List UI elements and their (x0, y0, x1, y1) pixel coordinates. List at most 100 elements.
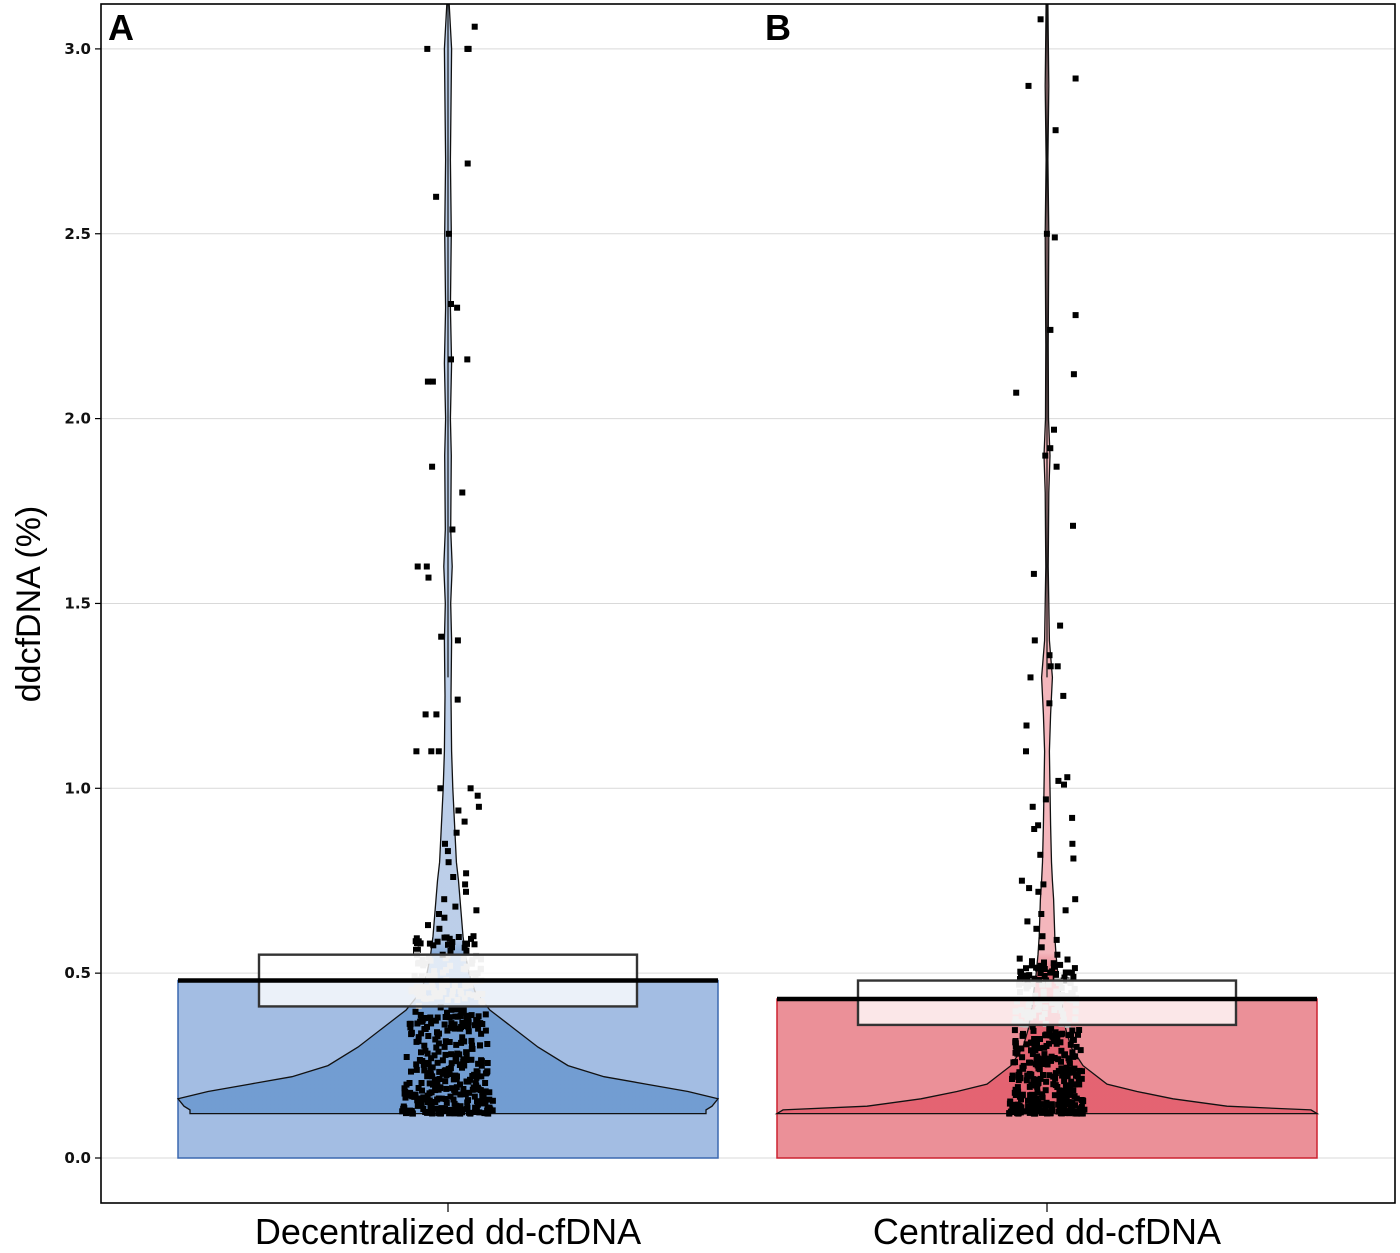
data-point (417, 1011, 424, 1018)
data-point (1018, 877, 1025, 884)
data-point (1051, 234, 1058, 241)
data-point (1064, 1073, 1071, 1080)
data-point (1006, 1100, 1013, 1107)
data-point (1069, 1108, 1076, 1115)
data-point (403, 1054, 410, 1060)
data-point (452, 1072, 459, 1079)
data-point (1047, 1102, 1054, 1109)
data-point (1040, 1061, 1047, 1067)
data-point (1070, 1053, 1077, 1060)
data-point (450, 1076, 457, 1083)
data-point (439, 1108, 445, 1115)
data-point (1047, 663, 1054, 670)
data-point (1061, 1068, 1068, 1075)
data-point (428, 1020, 435, 1027)
data-point (448, 301, 454, 307)
data-point (1064, 956, 1071, 963)
data-point (1061, 1078, 1068, 1085)
data-point (430, 1081, 436, 1088)
data-point (1043, 1043, 1050, 1049)
data-point (424, 45, 431, 52)
data-point (442, 1096, 449, 1102)
data-point (1018, 1104, 1025, 1111)
data-point (1015, 1088, 1022, 1095)
data-point (441, 896, 448, 903)
data-point (1019, 1092, 1026, 1099)
data-point (432, 1017, 439, 1024)
data-point (475, 1013, 482, 1020)
data-point (1053, 936, 1060, 943)
data-point (1072, 75, 1079, 82)
data-point (414, 563, 421, 570)
data-point (486, 1096, 493, 1103)
data-point (1071, 965, 1078, 972)
y-tick-label: 1.5 (64, 594, 91, 612)
data-point (1016, 955, 1023, 962)
y-axis: 0.0 0.5 1.0 1.5 2.0 2.5 3.0 (64, 40, 101, 1167)
data-point (1073, 1095, 1080, 1102)
data-point (436, 1068, 443, 1075)
data-point (418, 1080, 425, 1086)
data-point (1061, 974, 1068, 981)
data-point (434, 938, 441, 945)
data-point (432, 1099, 439, 1105)
data-point (424, 1092, 431, 1099)
data-point (1030, 570, 1037, 577)
data-point (478, 1073, 485, 1080)
data-point (462, 881, 469, 888)
data-point (407, 1024, 414, 1031)
data-point (446, 935, 453, 942)
data-point (1025, 1097, 1031, 1104)
data-point (432, 1087, 439, 1094)
data-point (465, 1097, 471, 1104)
data-point (450, 1096, 457, 1103)
data-point (1052, 1029, 1059, 1036)
data-point (420, 1061, 427, 1068)
data-point (489, 1097, 496, 1104)
data-point (1067, 1066, 1074, 1073)
data-point (457, 1103, 464, 1110)
y-axis-label: ddcfDNA (%) (10, 506, 48, 703)
data-point (1019, 1054, 1026, 1061)
data-point (482, 1011, 489, 1018)
data-point (482, 1080, 489, 1086)
data-point (481, 1100, 487, 1107)
data-point (479, 1089, 486, 1096)
data-point (469, 1045, 476, 1052)
data-point (1057, 1091, 1063, 1098)
data-point (1043, 1078, 1050, 1085)
data-point (1025, 82, 1032, 89)
data-point (1070, 973, 1077, 980)
data-point (471, 941, 478, 948)
data-point (444, 1106, 451, 1113)
data-point (472, 1104, 479, 1111)
data-point (1061, 781, 1067, 788)
data-point (401, 1090, 408, 1097)
data-point (1046, 652, 1053, 659)
data-point (1047, 445, 1054, 452)
data-point (433, 1044, 440, 1051)
data-point (449, 1085, 456, 1092)
data-point (1050, 963, 1057, 970)
data-point (470, 1084, 477, 1091)
data-point (1013, 389, 1020, 396)
data-point (472, 1080, 479, 1087)
data-point (1077, 1106, 1084, 1113)
data-point (1037, 969, 1044, 976)
y-tick-label: 2.5 (64, 225, 91, 243)
data-point (1061, 1102, 1067, 1109)
data-point (461, 944, 468, 951)
data-point (434, 1079, 441, 1086)
data-point (1068, 969, 1075, 976)
data-point (464, 1105, 471, 1111)
data-point (1030, 1082, 1037, 1089)
data-point (471, 1022, 478, 1029)
data-point (452, 903, 459, 910)
data-point (422, 711, 429, 718)
data-point (457, 1025, 464, 1032)
data-point (422, 1109, 429, 1115)
data-point (1042, 452, 1049, 459)
data-point (421, 1026, 428, 1032)
data-point (1062, 907, 1069, 914)
data-point (445, 859, 452, 866)
